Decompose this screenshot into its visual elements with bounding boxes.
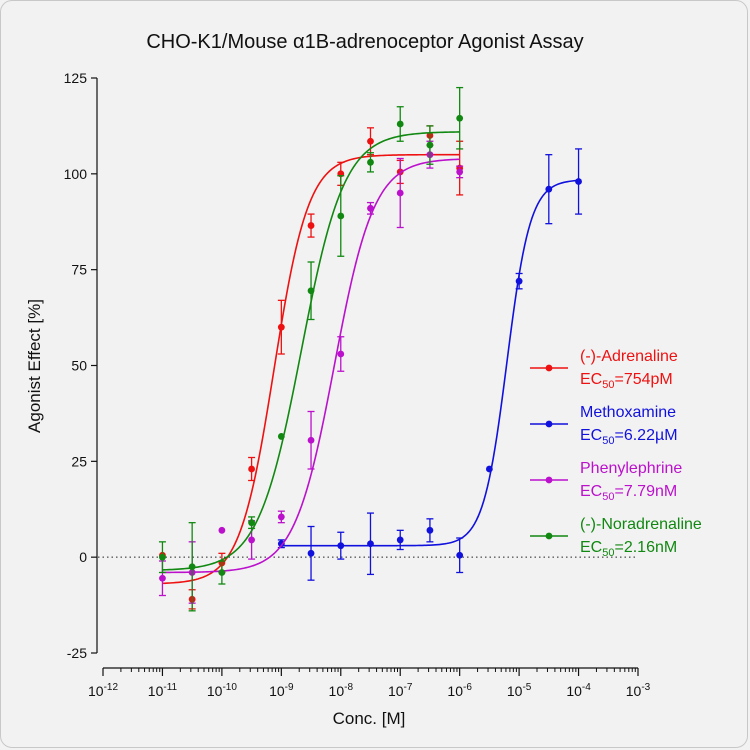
legend-marker bbox=[545, 476, 553, 484]
data-point bbox=[337, 212, 345, 220]
legend: (-)-Adrenaline EC50=754pM Methoxamine EC50=… bbox=[530, 348, 702, 559]
data-point bbox=[396, 536, 404, 544]
x-tick-label: 10-7 bbox=[388, 682, 413, 699]
data-point bbox=[307, 287, 315, 295]
plot-layer: -25 0 25 50 75 100 125 10-12 10-11 10-10 10-9 10-8 1… bbox=[64, 70, 651, 699]
x-tick-label: 10-3 bbox=[626, 682, 651, 699]
x-axis-title: Conc. [M] bbox=[333, 709, 406, 728]
data-point bbox=[545, 185, 553, 193]
legend-series-name: Methoxamine bbox=[580, 404, 676, 421]
data-point bbox=[159, 574, 166, 582]
data-point bbox=[248, 465, 255, 473]
data-point bbox=[307, 436, 315, 444]
legend-marker bbox=[545, 420, 553, 428]
data-point bbox=[248, 536, 255, 544]
y-tick-label: 125 bbox=[64, 70, 88, 86]
legend-marker bbox=[545, 364, 553, 372]
y-tick-label: 100 bbox=[64, 166, 88, 182]
data-point bbox=[456, 551, 464, 559]
legend-ec50-label: EC50=754pM bbox=[580, 371, 673, 391]
x-tick-label: 10-9 bbox=[269, 682, 294, 699]
y-tick-label: 75 bbox=[71, 262, 87, 278]
data-point bbox=[456, 168, 464, 176]
data-point bbox=[367, 158, 374, 166]
x-tick-label: 10-11 bbox=[148, 682, 178, 699]
y-tick-label: 0 bbox=[79, 549, 87, 565]
x-tick-label: 10-12 bbox=[88, 682, 118, 699]
data-point bbox=[188, 563, 196, 571]
data-point bbox=[307, 222, 315, 229]
data-point bbox=[367, 204, 374, 212]
data-point bbox=[248, 519, 255, 527]
y-tick-label: 25 bbox=[71, 453, 87, 469]
data-point bbox=[515, 277, 523, 285]
legend-series-name: (-)-Adrenaline bbox=[580, 348, 678, 365]
x-tick-label: 10-4 bbox=[566, 682, 591, 699]
data-point bbox=[396, 120, 404, 128]
data-point bbox=[426, 141, 434, 149]
data-point bbox=[367, 137, 374, 145]
x-tick-label: 10-6 bbox=[447, 682, 472, 699]
y-axis-title: Agonist Effect [%] bbox=[25, 299, 44, 433]
y-tick-label: -25 bbox=[67, 645, 87, 661]
legend-ec50-label: EC50=2.16nM bbox=[580, 539, 677, 559]
fit-curve bbox=[162, 158, 460, 574]
data-point bbox=[485, 465, 493, 473]
x-tick-label: 10-10 bbox=[207, 682, 237, 699]
data-point bbox=[426, 526, 434, 534]
data-point bbox=[218, 526, 226, 534]
data-point bbox=[277, 433, 285, 440]
data-point bbox=[396, 189, 404, 197]
legend-ec50-label: EC50=6.22µM bbox=[580, 427, 678, 447]
fit-curve bbox=[281, 179, 579, 547]
y-tick-label: 50 bbox=[71, 358, 87, 374]
legend-series-name: (-)-Noradrenaline bbox=[580, 516, 702, 533]
data-point bbox=[575, 178, 582, 185]
x-tick-label: 10-5 bbox=[507, 682, 532, 699]
fit-curve bbox=[162, 153, 460, 585]
data-point bbox=[337, 542, 345, 550]
data-point bbox=[277, 513, 285, 521]
data-point bbox=[277, 323, 285, 331]
chart-title: CHO-K1/Mouse α1B-adrenoceptor Agonist As… bbox=[146, 31, 583, 53]
data-point bbox=[307, 549, 315, 557]
legend-series-name: Phenylephrine bbox=[580, 460, 682, 477]
data-point bbox=[337, 350, 345, 358]
data-point bbox=[456, 114, 464, 122]
data-point bbox=[367, 540, 374, 548]
legend-ec50-label: EC50=7.79nM bbox=[580, 483, 677, 503]
data-point bbox=[218, 569, 226, 576]
data-point bbox=[159, 553, 166, 561]
x-tick-label: 10-8 bbox=[329, 682, 354, 699]
legend-marker bbox=[545, 532, 553, 540]
